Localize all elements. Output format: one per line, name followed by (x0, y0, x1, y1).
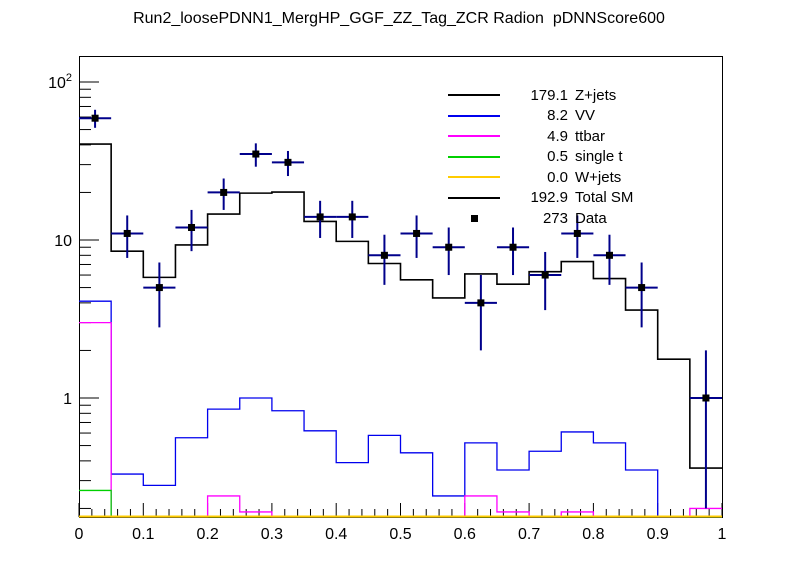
data-point-marker (123, 229, 131, 237)
data-point-marker (155, 284, 163, 292)
legend-line-swatch (448, 147, 500, 167)
legend-item: 8.2 VV (0, 106, 798, 126)
data-point-marker (380, 251, 388, 259)
data-point-marker (348, 213, 356, 221)
y-axis-tick-label: 1 (63, 391, 72, 408)
data-point-marker (605, 251, 613, 259)
data-point-marker (220, 188, 228, 196)
legend-entry-yield: 273 (542, 209, 568, 227)
legend-entry-yield: 4.9 (547, 127, 568, 145)
data-point-marker (445, 243, 453, 251)
legend-line-swatch (448, 126, 500, 146)
line-sample-icon (448, 155, 500, 158)
legend-entry-label: W+jets (575, 168, 622, 186)
legend-entry-text: 0.5 single t (524, 148, 623, 165)
legend-line-swatch (448, 188, 500, 208)
line-sample-icon (448, 176, 500, 178)
legend-entry-label: ttbar (575, 127, 606, 145)
data-point-marker (413, 229, 421, 237)
data-point-marker (477, 299, 485, 307)
y-axis-tick-label: 10 (54, 233, 72, 250)
legend-item: 179.1 Z+jets (0, 85, 798, 105)
legend-entry-text: 8.2 VV (524, 107, 595, 124)
data-point-marker (638, 284, 646, 292)
x-axis-tick-label: 0.4 (325, 526, 347, 543)
series-line-ttbar (79, 321, 722, 518)
data-point-marker (284, 158, 292, 166)
x-axis-tick-label: 0.7 (518, 526, 540, 543)
line-sample-icon (448, 135, 500, 137)
data-point-marker (702, 394, 710, 402)
data-point-marker (91, 114, 99, 122)
legend-entry-yield: 0.0 (547, 168, 568, 186)
y-axis-tick-label: 102 (48, 72, 72, 92)
legend-line-swatch (448, 167, 500, 187)
data-point-marker (541, 271, 549, 279)
legend-entry-label: Total SM (575, 189, 634, 206)
legend-entry-text: 4.9 ttbar (524, 128, 605, 145)
legend-data-marker (448, 208, 500, 228)
legend-entry-text: 273 Data (524, 210, 607, 227)
legend-entry-yield: 179.1 (530, 86, 568, 104)
legend-item: 273 Data (0, 208, 798, 228)
legend-entry-yield: 0.5 (547, 148, 568, 165)
x-axis-tick-label: 1 (718, 526, 727, 543)
data-point-marker (252, 150, 260, 158)
legend-line-swatch (448, 85, 500, 105)
legend-item: 0.0 W+jets (0, 167, 798, 187)
legend-entry-yield: 192.9 (530, 189, 568, 206)
legend-item: 4.9 ttbar (0, 126, 798, 146)
series-line-vv (79, 300, 722, 518)
legend-entry-label: Z+jets (575, 86, 617, 104)
legend-entry-text: 179.1 Z+jets (524, 87, 616, 104)
square-marker-icon (470, 214, 478, 222)
data-point-marker (573, 229, 581, 237)
legend-entry-label: VV (575, 107, 596, 124)
data-point-marker (509, 243, 517, 251)
x-axis-tick-label: 0 (75, 526, 84, 543)
line-sample-icon (448, 114, 500, 117)
legend-entry-text: 192.9 Total SM (524, 189, 633, 206)
x-axis-tick-label: 0.2 (196, 526, 218, 543)
x-axis-tick-label: 0.1 (132, 526, 154, 543)
x-axis-tick-label: 0.6 (454, 526, 476, 543)
x-axis-tick-label: 0.3 (261, 526, 283, 543)
legend-item: 0.5 single t (0, 147, 798, 167)
data-point-marker (316, 213, 324, 221)
x-axis-tick-label: 0.9 (647, 526, 669, 543)
legend-line-swatch (448, 106, 500, 126)
legend-entry-label: Data (575, 209, 607, 227)
legend-entry-yield: 8.2 (547, 107, 568, 124)
line-sample-icon (448, 196, 500, 199)
x-axis-tick-label: 0.8 (582, 526, 604, 543)
x-axis-tick-label: 0.5 (389, 526, 411, 543)
plot-title: Run2_loosePDNN1_MergHP_GGF_ZZ_Tag_ZCR Ra… (133, 10, 665, 27)
legend-entry-label: single t (575, 148, 623, 165)
legend-item: 192.9 Total SM (0, 188, 798, 208)
data-point-marker (188, 223, 196, 231)
line-sample-icon (448, 94, 500, 96)
legend-entry-text: 0.0 W+jets (524, 169, 621, 186)
